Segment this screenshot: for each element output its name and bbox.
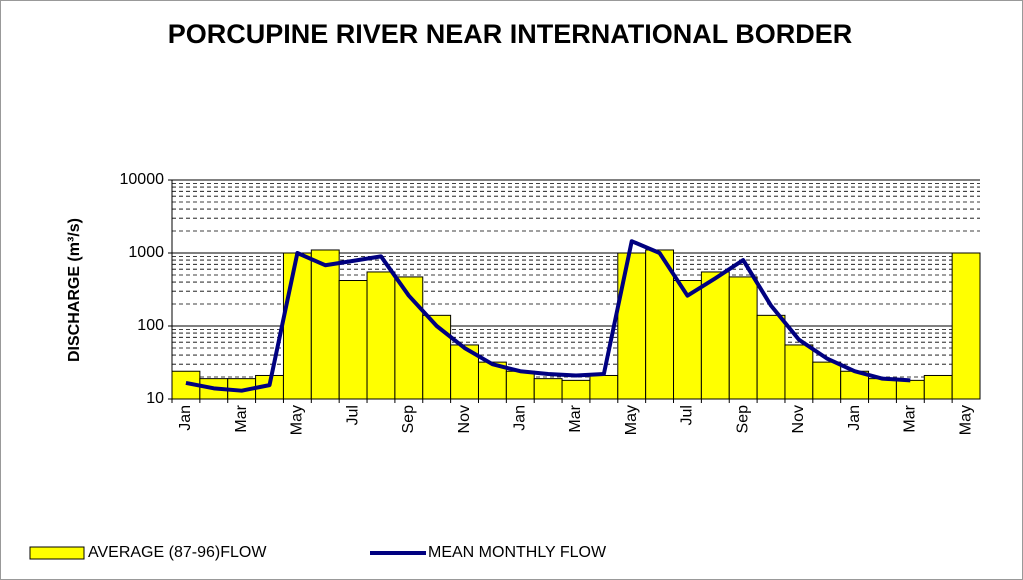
x-tick-label: May — [289, 405, 306, 435]
x-tick-label: Sep — [400, 405, 417, 434]
bar — [700, 271, 730, 400]
x-tick-label: Jan — [177, 405, 194, 431]
y-tick-label: 100 — [137, 317, 164, 334]
bar — [338, 280, 368, 400]
bar — [923, 374, 953, 400]
x-tick-label: Mar — [233, 404, 250, 432]
x-tick-label: Jul — [679, 405, 696, 425]
bar — [310, 249, 340, 400]
y-tick-label: 1000 — [128, 244, 164, 261]
line — [185, 239, 911, 393]
x-tick-label: Jan — [846, 405, 863, 431]
chart-title: PORCUPINE RIVER NEAR INTERNATIONAL BORDE… — [167, 19, 853, 49]
bar — [812, 361, 842, 400]
bar — [728, 276, 758, 400]
bar — [951, 252, 981, 400]
x-tick-label: Mar — [567, 404, 584, 432]
x-tick-label: Nov — [790, 405, 807, 433]
y-tick-label: 10 — [146, 390, 164, 407]
bar — [784, 344, 814, 400]
bar — [282, 252, 312, 400]
legend-label: MEAN MONTHLY FLOW — [428, 544, 607, 561]
x-tick-label: May — [623, 405, 640, 435]
bar — [561, 379, 591, 400]
bar — [533, 378, 563, 400]
x-tick-label: Mar — [902, 404, 919, 432]
bar — [505, 370, 535, 400]
x-tick-label: Jan — [511, 405, 528, 431]
x-tick-label: Jul — [344, 405, 361, 425]
y-axis-label: DISCHARGE (m³/s) — [66, 218, 83, 362]
bar — [589, 374, 619, 400]
bar — [895, 379, 925, 400]
x-tick-label: May — [957, 405, 974, 435]
bar — [756, 314, 786, 400]
bar — [673, 280, 702, 400]
bar — [868, 378, 897, 400]
bar — [366, 271, 396, 400]
legend-label: AVERAGE (87-96)FLOW — [88, 544, 267, 561]
bar — [617, 252, 647, 400]
x-tick-label: Nov — [456, 405, 473, 433]
legend-swatch — [29, 546, 85, 560]
bar — [645, 249, 675, 400]
x-tick-label: Sep — [734, 405, 751, 434]
y-tick-label: 10000 — [120, 171, 165, 188]
